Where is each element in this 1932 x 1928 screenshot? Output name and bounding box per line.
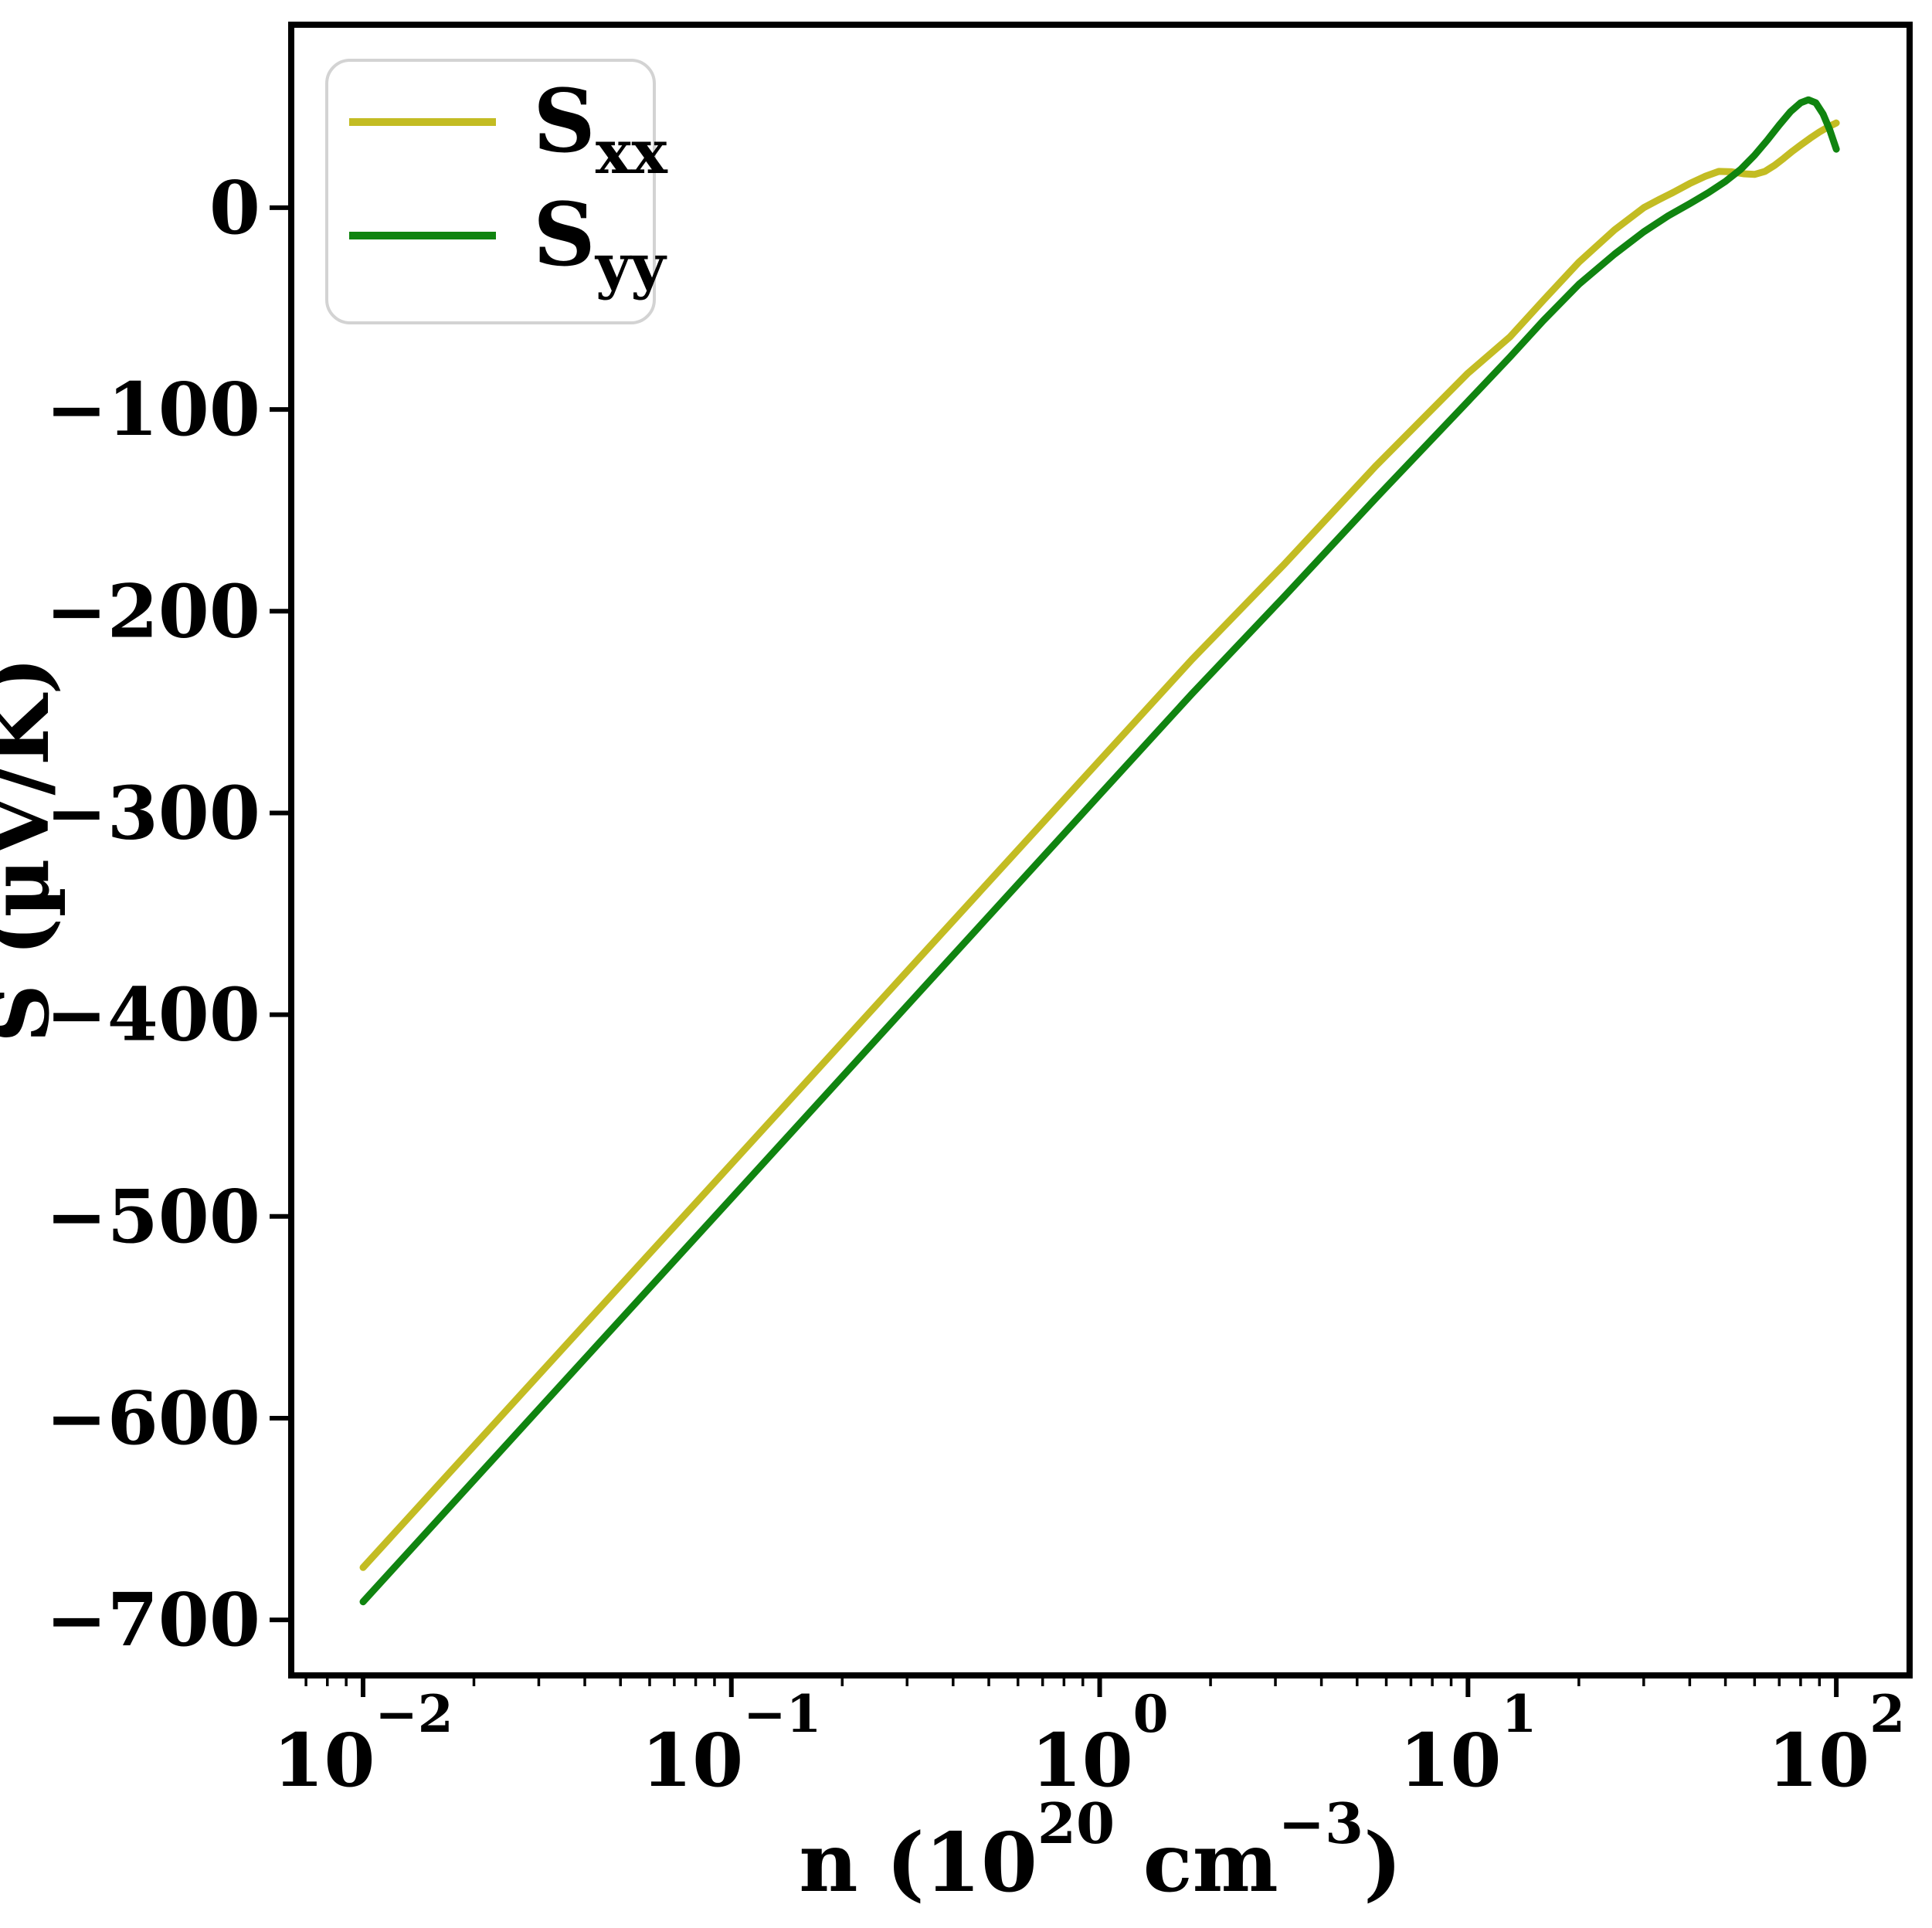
y-tick-label: 0 [209,165,260,251]
y-tick-label: −700 [46,1577,260,1663]
y-tick-label: −100 [46,367,260,453]
x-tick-label: 10−1 [641,1684,821,1804]
x-tick-label: 102 [1767,1684,1905,1804]
y-tick-label: −500 [46,1174,260,1260]
x-tick-label: 10−2 [273,1684,453,1804]
y-tick-label: −300 [46,770,260,856]
legend-label-sxx: Sxx [533,71,668,188]
y-tick-label: −600 [46,1376,260,1461]
x-tick-label: 101 [1399,1684,1536,1804]
legend-label-syy: Syy [533,185,667,301]
x-tick-label: 100 [1031,1684,1168,1804]
y-tick-label: −200 [46,569,260,654]
y-tick-label: −400 [46,972,260,1058]
syy-curve [359,96,1840,1606]
y-axis-label: S (µV/K) [0,657,67,1043]
x-axis-label: n (1020 cm−3) [799,1791,1402,1910]
sxx-curve [359,119,1840,1571]
